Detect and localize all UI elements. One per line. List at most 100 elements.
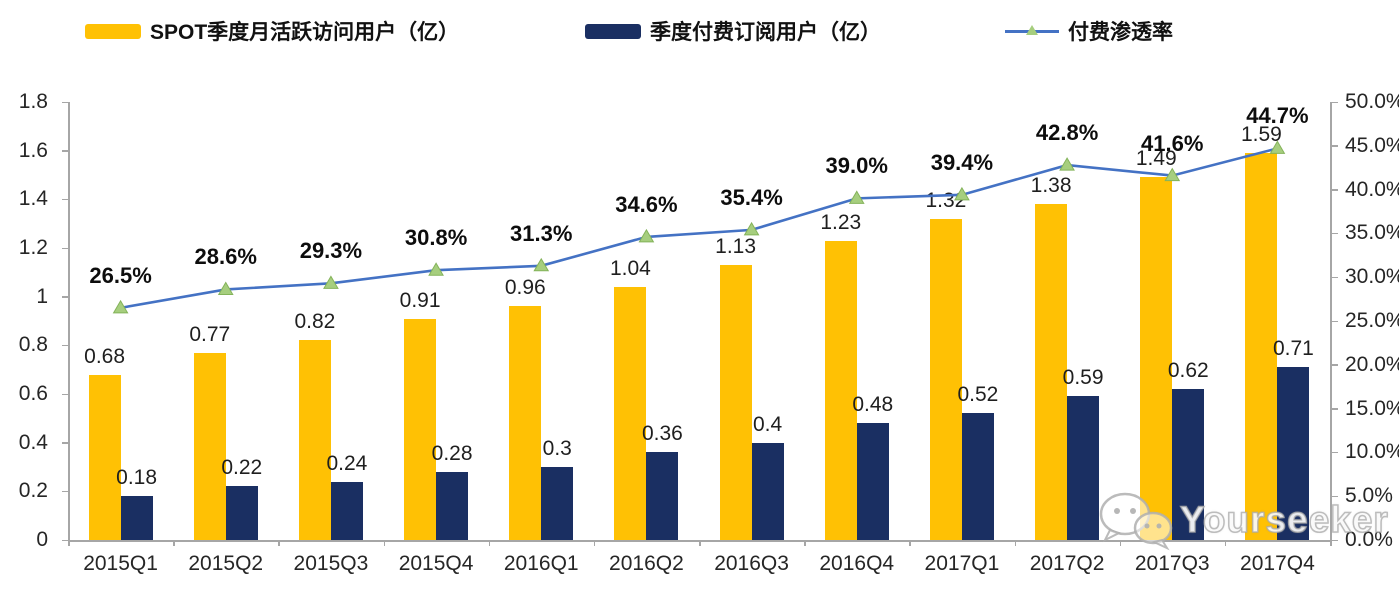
bar-mau (404, 318, 437, 540)
bar-subs (961, 413, 994, 540)
penetration-pct-label: 44.7% (1246, 103, 1309, 129)
left-axis-tick-label: 0.8 (18, 333, 48, 357)
x-axis-tick (173, 540, 175, 546)
bar-mau (719, 265, 752, 540)
penetration-pct-label: 42.8% (1035, 120, 1099, 146)
left-axis-tick (62, 490, 68, 493)
left-axis-tick-label: 0.2 (18, 479, 48, 503)
penetration-pct-label: 26.5% (89, 262, 152, 288)
line-point-triangle-marker (743, 221, 760, 236)
left-axis-tick (62, 296, 68, 298)
x-axis-tick (804, 540, 806, 546)
line-point-triangle-marker (1269, 140, 1286, 154)
penetration-pct-label: 28.6% (194, 244, 257, 270)
penetration-pct-label: 31.3% (510, 220, 573, 246)
right-axis-tick (1331, 539, 1338, 541)
x-axis-tick (1119, 540, 1122, 546)
subs-value-label: 0.62 (1167, 359, 1209, 383)
right-axis-tick-label: 5.0% (1345, 484, 1393, 508)
line-point-triangle-marker (217, 281, 234, 295)
bar-mau (193, 352, 226, 540)
left-axis-tick-label: 1.2 (18, 236, 48, 259)
subs-value-label: 0.4 (752, 412, 783, 436)
right-axis-tick-label: 50.0% (1345, 90, 1399, 113)
bar-mau (509, 306, 542, 540)
bar-mau (929, 218, 962, 540)
x-axis-category-label: 2016Q1 (503, 552, 579, 575)
penetration-pct-label: 29.3% (299, 238, 363, 264)
bar-mau (824, 240, 857, 540)
penetration-legend-line-marker (1005, 23, 1059, 39)
penetration-line (120, 147, 1278, 310)
mau-value-label: 0.96 (504, 276, 546, 300)
legend-item-mau: SPOT季度月活跃访问用户（亿） (85, 16, 459, 46)
triangle-marker-icon (1026, 25, 1038, 35)
penetration-pct-label: 30.8% (404, 225, 468, 251)
bar-subs (751, 442, 784, 540)
subs-legend-swatch (585, 23, 641, 39)
right-axis-tick-label: 20.0% (1345, 352, 1399, 376)
right-axis-tick (1331, 408, 1338, 410)
mau-value-label: 1.38 (1030, 174, 1072, 198)
x-axis-category-label: 2017Q2 (1029, 552, 1105, 575)
right-axis-tick (1331, 495, 1338, 498)
bar-subs (856, 423, 889, 540)
bar-mau (298, 340, 331, 540)
mau-value-label: 0.68 (84, 344, 126, 368)
subs-value-label: 0.18 (116, 466, 158, 490)
left-axis-tick (62, 344, 68, 347)
x-axis-category-label: 2015Q1 (83, 552, 158, 575)
x-axis-category-label: 2015Q2 (188, 552, 264, 575)
line-point-triangle-marker (428, 262, 444, 276)
x-axis-tick (278, 540, 280, 546)
right-axis-tick (1331, 145, 1338, 147)
left-axis-tick-label: 1 (36, 284, 48, 308)
right-axis-tick-label: 45.0% (1345, 133, 1399, 157)
x-axis-category-label: 2016Q2 (609, 552, 684, 575)
right-axis-tick (1331, 101, 1338, 103)
x-axis-tick (1014, 540, 1016, 546)
left-axis-tick (62, 198, 68, 201)
bar-subs (1067, 396, 1100, 540)
bar-mau (1035, 204, 1068, 540)
subs-value-label: 0.52 (957, 383, 999, 407)
bar-mau (1140, 177, 1173, 540)
x-axis-tick (699, 540, 701, 546)
line-point-triangle-marker (323, 275, 339, 289)
subs-value-label: 0.71 (1272, 337, 1314, 361)
bar-subs (330, 481, 363, 540)
mau-value-label: 0.77 (189, 322, 231, 346)
line-point-triangle-marker (1059, 157, 1075, 171)
x-axis-tick (68, 540, 70, 546)
line-point-triangle-marker (533, 257, 550, 272)
left-axis-tick-label: 0 (36, 528, 48, 551)
right-axis-tick (1331, 276, 1338, 279)
x-axis-tick (1224, 540, 1227, 546)
x-axis-category-label: 2017Q3 (1134, 552, 1210, 575)
legend-item-penetration: 付费渗透率 (1005, 16, 1173, 46)
line-point-triangle-marker (954, 186, 970, 201)
penetration-pct-label: 41.6% (1141, 130, 1204, 156)
penetration-pct-label: 34.6% (615, 191, 678, 217)
x-axis-category-label: 2015Q3 (293, 552, 369, 575)
mau-value-label: 1.59 (1240, 123, 1282, 147)
left-axis-tick (62, 150, 68, 152)
bar-subs (436, 471, 469, 540)
legend-label-mau: SPOT季度月活跃访问用户（亿） (150, 21, 460, 44)
left-axis-tick-label: 1.4 (18, 187, 48, 211)
x-axis-tick (593, 540, 596, 546)
right-axis-tick-label: 25.0% (1345, 309, 1399, 332)
right-axis-tick-label: 30.0% (1345, 265, 1399, 289)
mau-value-label: 0.91 (399, 288, 441, 312)
plot-area: 0.68 0.77 0.82 0.91 0.96 1.04 1.13 1.23 1.32 1.38… (68, 102, 1330, 540)
subs-value-label: 0.24 (326, 451, 368, 475)
mau-value-label: 0.82 (294, 310, 336, 334)
legend-item-subs: 季度付费订阅用户（亿） (585, 16, 881, 46)
right-axis-tick (1331, 189, 1338, 191)
x-axis-tick (1330, 540, 1332, 546)
legend-label-subs: 季度付费订阅用户（亿） (650, 21, 881, 44)
left-axis-tick-label: 1.6 (18, 138, 48, 162)
x-axis-category-label: 2015Q4 (398, 552, 474, 575)
left-axis-tick (62, 539, 68, 541)
